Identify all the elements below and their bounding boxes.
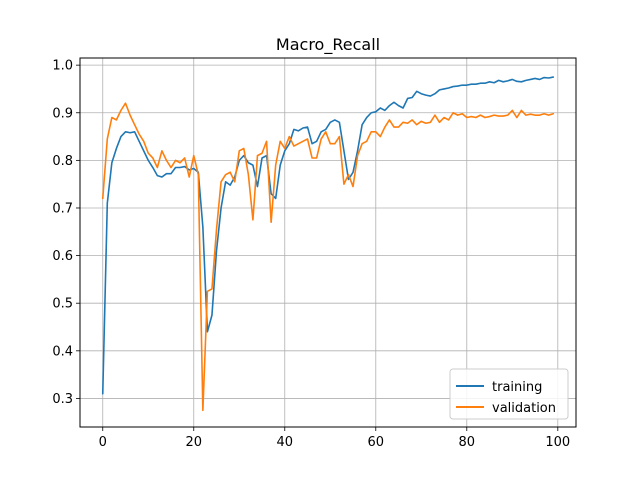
plot-frame xyxy=(79,57,577,428)
series-lines xyxy=(101,76,555,412)
grid-lines xyxy=(80,58,576,427)
x-tick-label: 40 xyxy=(276,435,293,450)
series-line-training xyxy=(101,76,555,395)
legend: training validation xyxy=(449,368,569,420)
y-tick-label: 0.5 xyxy=(52,297,73,312)
x-tick-label: 100 xyxy=(545,435,570,450)
x-tick-label: 80 xyxy=(459,435,476,450)
y-tick-label: 0.6 xyxy=(52,249,73,264)
x-tick-label: 20 xyxy=(185,435,202,450)
y-tick-label: 0.3 xyxy=(52,392,73,407)
axis-ticks: 0 20 40 60 80 100 0.3 0.4 0.5 0.6 0.7 0.8 0.9 1.0 xyxy=(52,59,570,450)
y-tick-label: 0.4 xyxy=(52,344,73,359)
series-line-validation xyxy=(101,102,555,412)
x-tick-label: 60 xyxy=(368,435,385,450)
legend-label-validation: validation xyxy=(492,401,556,416)
x-tick-label: 0 xyxy=(99,435,107,450)
legend-label-training: training xyxy=(492,380,542,395)
chart-title: Macro_Recall xyxy=(276,35,380,55)
y-tick-label: 0.9 xyxy=(52,106,73,121)
y-tick-label: 0.7 xyxy=(52,201,73,216)
y-tick-label: 1.0 xyxy=(52,59,73,74)
y-tick-label: 0.8 xyxy=(52,154,73,169)
